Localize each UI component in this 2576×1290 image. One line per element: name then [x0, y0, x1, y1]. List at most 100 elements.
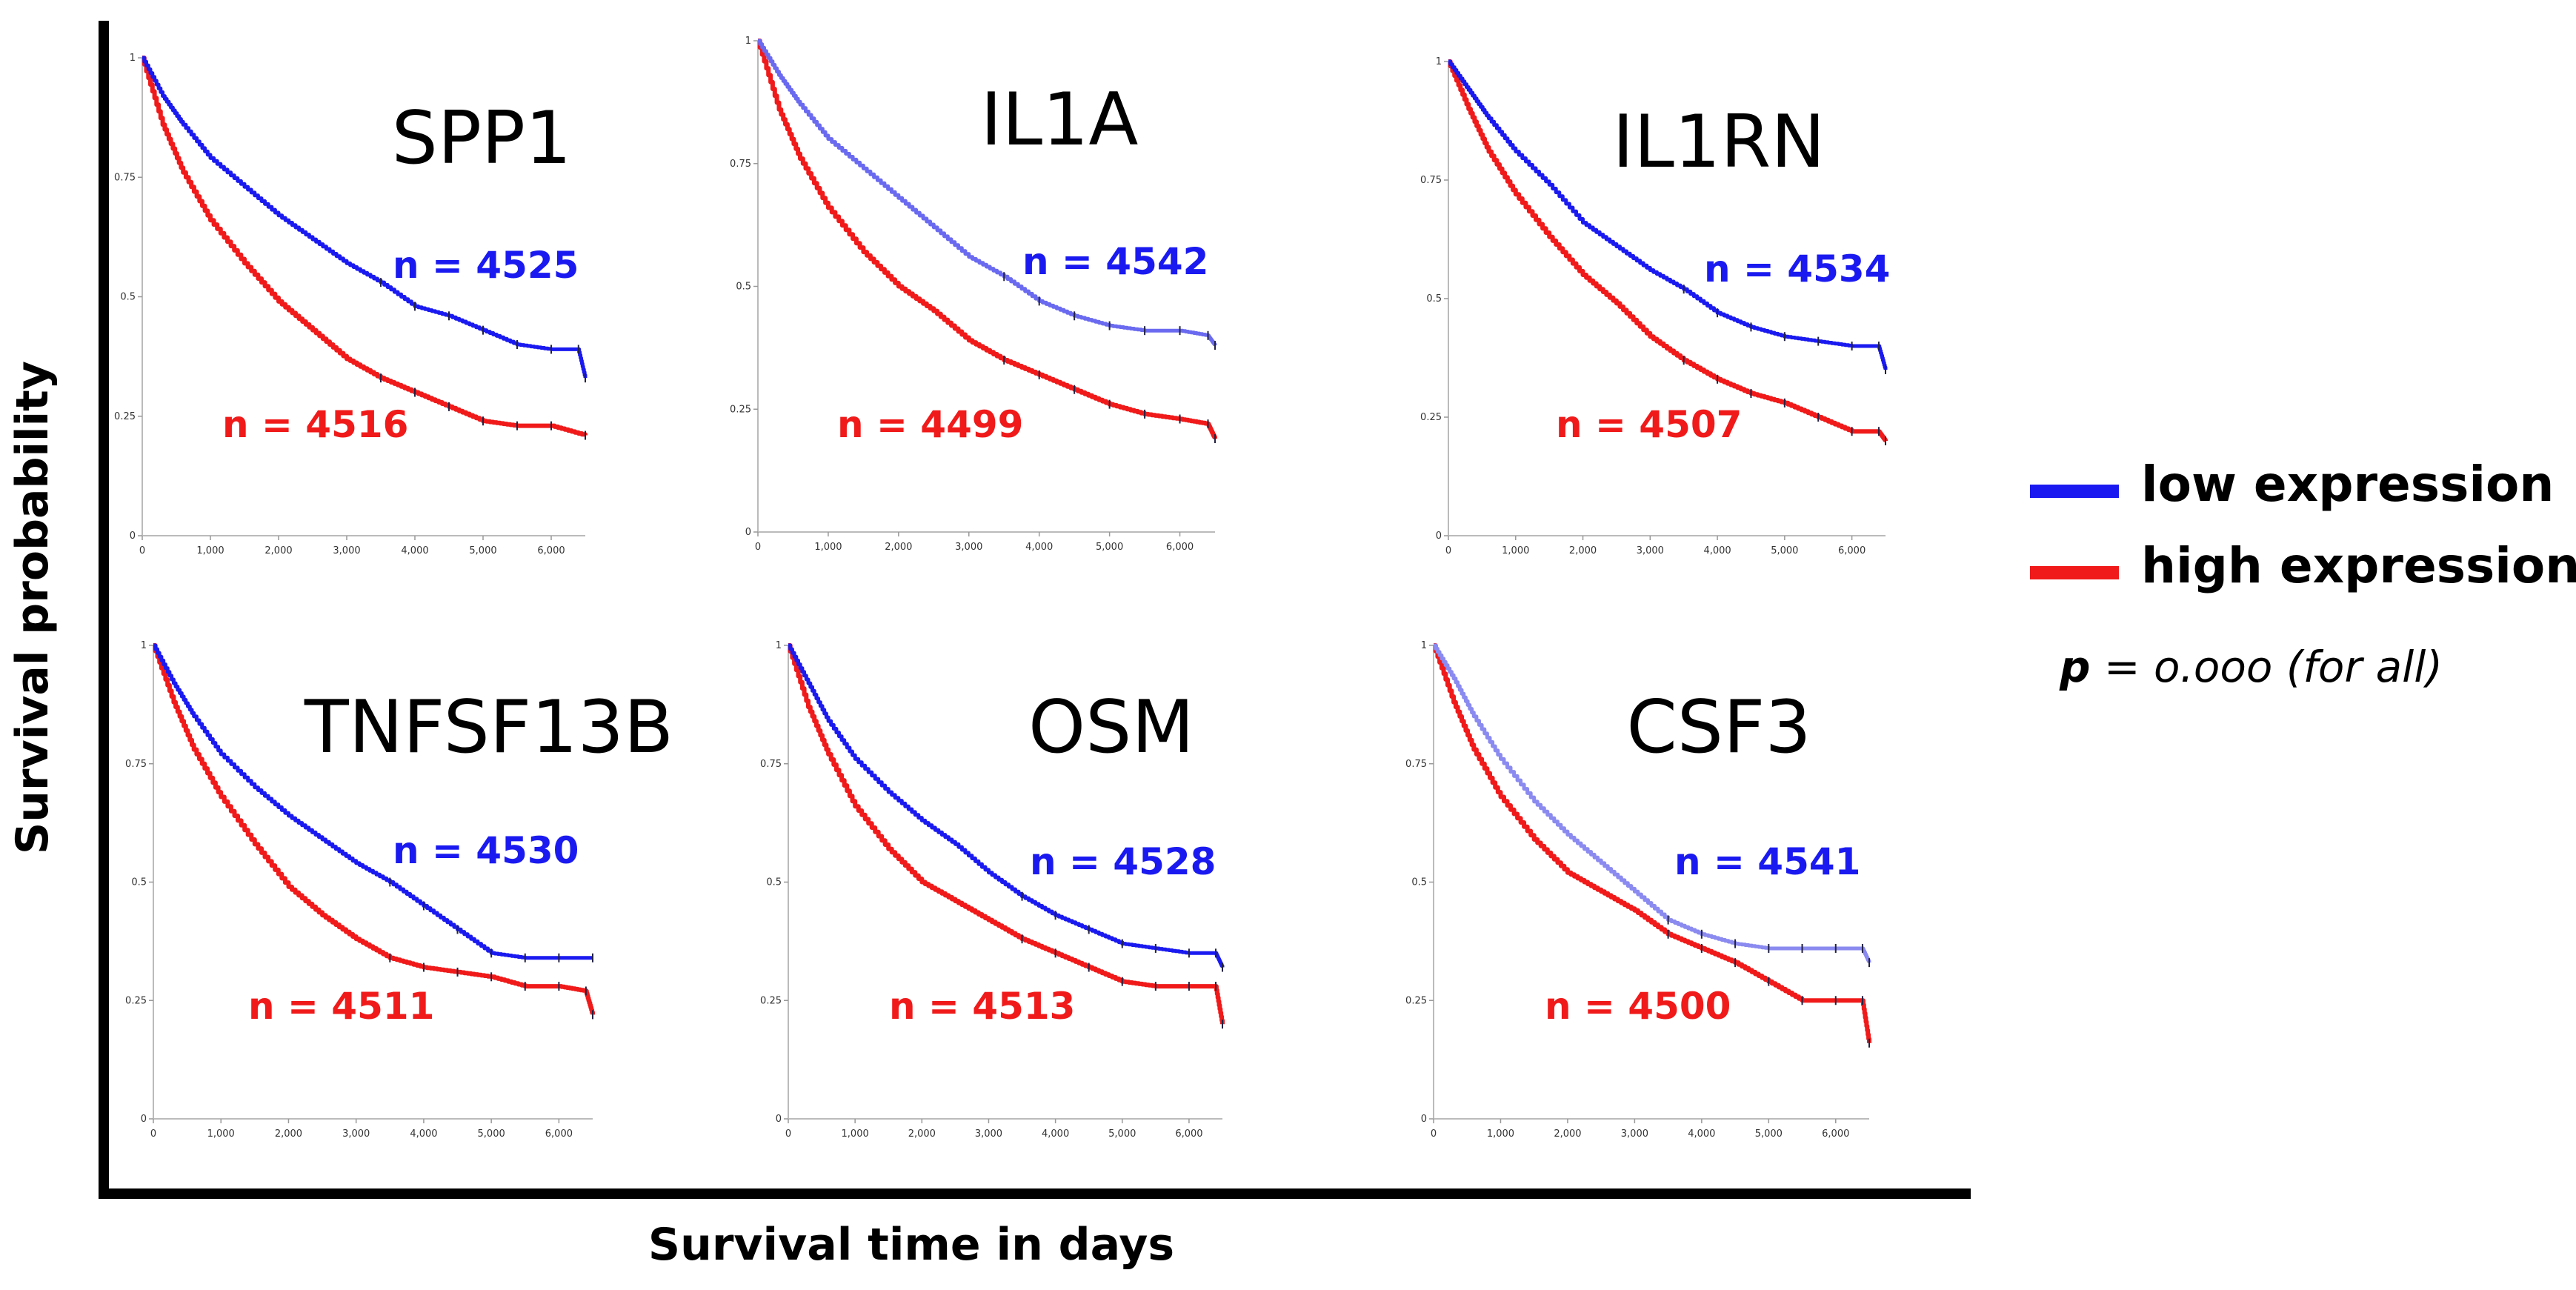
panel-title: TNFSF13B — [304, 685, 673, 770]
x-tick-label: 5,000 — [469, 545, 496, 556]
y-tick-label: 1 — [745, 36, 751, 47]
panel-title: IL1A — [981, 78, 1139, 162]
x-tick-label: 5,000 — [478, 1128, 505, 1140]
legend-label-low: low expression — [2141, 456, 2554, 513]
n-label-high: n = 4507 — [1556, 403, 1742, 446]
legend-label-high: high expression — [2141, 537, 2576, 594]
x-tick-label: 2,000 — [264, 545, 292, 556]
x-tick-label: 0 — [1431, 1128, 1437, 1140]
x-tick-label: 2,000 — [908, 1128, 936, 1140]
x-tick-label: 3,000 — [1637, 545, 1664, 556]
survival-curve-high — [1433, 643, 1871, 1043]
y-tick-label: 0.75 — [1420, 175, 1442, 186]
x-tick-label: 1,000 — [1487, 1128, 1514, 1140]
n-label-low: n = 4534 — [1704, 247, 1890, 290]
x-tick-label: 1,000 — [207, 1128, 235, 1140]
y-tick-label: 0.25 — [760, 995, 782, 1006]
figure-x-axis-title: Survival time in days — [648, 1219, 1174, 1271]
n-label-low: n = 4525 — [393, 244, 579, 287]
n-label-low: n = 4541 — [1674, 840, 1860, 883]
y-tick-label: 1 — [130, 53, 136, 64]
x-tick-label: 1,000 — [842, 1128, 869, 1140]
x-tick-label: 2,000 — [1554, 1128, 1581, 1140]
x-tick-label: 3,000 — [342, 1128, 370, 1140]
x-tick-label: 0 — [785, 1128, 791, 1140]
survival-curve-low — [1434, 643, 1871, 963]
survival-curve-low — [1448, 59, 1888, 370]
y-tick-label: 0.25 — [1405, 995, 1427, 1006]
y-tick-label: 0 — [1436, 531, 1442, 542]
x-tick-label: 6,000 — [1166, 542, 1194, 553]
x-tick-label: 2,000 — [1569, 545, 1597, 556]
y-tick-label: 0.25 — [125, 995, 147, 1006]
y-tick-label: 0.5 — [1411, 877, 1427, 888]
x-tick-label: 1,000 — [814, 542, 842, 553]
survival-curve-low — [788, 643, 1225, 968]
survival-curve-high — [153, 643, 595, 1015]
x-tick-label: 0 — [139, 545, 145, 556]
x-tick-label: 3,000 — [975, 1128, 1002, 1140]
panel-title: SPP1 — [392, 96, 572, 181]
legend: low expression high expression p = o.ooo… — [2030, 456, 2576, 692]
survival-curve-low — [142, 56, 588, 379]
x-tick-label: 5,000 — [1771, 545, 1798, 556]
figure-y-axis-title: Survival probability — [7, 361, 59, 854]
n-label-high: n = 4516 — [222, 403, 408, 446]
y-tick-label: 0.75 — [730, 159, 751, 170]
y-tick-label: 0.5 — [766, 877, 782, 888]
y-tick-label: 0.75 — [114, 172, 136, 183]
x-tick-label: 4,000 — [1042, 1128, 1069, 1140]
km-panel-il1a: 0 0.25 0.5 0.75 1 0 1,000 2,000 3,000 4,000 5,000 6… — [730, 36, 1217, 553]
survival-curve-high — [1448, 59, 1888, 442]
x-tick-label: 2,000 — [885, 542, 912, 553]
x-tick-label: 0 — [150, 1128, 156, 1140]
n-label-high: n = 4513 — [889, 985, 1075, 1028]
x-tick-label: 4,000 — [410, 1128, 437, 1140]
x-tick-label: 4,000 — [401, 545, 428, 556]
x-tick-label: 3,000 — [955, 542, 982, 553]
x-tick-label: 6,000 — [1838, 545, 1866, 556]
km-panel-tnfsf13b: 0 0.25 0.5 0.75 1 0 1,000 2,000 3,000 4,000 5,000 6… — [125, 640, 673, 1140]
p-value-note: p = o.ooo (for all) — [2059, 642, 2443, 692]
y-tick-label: 0.75 — [760, 759, 782, 770]
x-tick-label: 5,000 — [1096, 542, 1123, 553]
y-tick-label: 0 — [1421, 1114, 1427, 1125]
x-tick-label: 2,000 — [275, 1128, 302, 1140]
survival-curve-low — [153, 643, 593, 960]
survival-curve-high — [142, 56, 588, 437]
n-label-low: n = 4542 — [1022, 240, 1208, 283]
x-tick-label: 6,000 — [1822, 1128, 1849, 1140]
survival-curve-low — [758, 39, 1217, 347]
y-tick-label: 0.75 — [1405, 759, 1427, 770]
p-value-symbol: p — [2059, 642, 2091, 692]
x-tick-label: 1,000 — [1502, 545, 1529, 556]
x-tick-label: 6,000 — [1175, 1128, 1202, 1140]
x-tick-label: 6,000 — [545, 1128, 573, 1140]
n-label-low: n = 4530 — [393, 829, 579, 872]
panel-title: OSM — [1028, 685, 1194, 770]
y-tick-label: 1 — [776, 640, 782, 651]
panel-title: CSF3 — [1626, 685, 1811, 770]
y-tick-label: 0.5 — [120, 292, 136, 303]
x-tick-label: 6,000 — [537, 545, 565, 556]
panel-title: IL1RN — [1612, 100, 1825, 184]
x-tick-label: 5,000 — [1108, 1128, 1136, 1140]
y-tick-label: 0 — [130, 531, 136, 542]
n-label-high: n = 4499 — [837, 403, 1023, 446]
x-tick-label: 4,000 — [1703, 545, 1731, 556]
x-tick-label: 4,000 — [1688, 1128, 1715, 1140]
km-panel-csf3: 0 0.25 0.5 0.75 1 0 1,000 2,000 3,000 4,000 5,000 6… — [1405, 640, 1871, 1140]
y-tick-label: 0.5 — [131, 877, 147, 888]
y-tick-label: 1 — [1421, 640, 1427, 651]
km-panel-osm: 0 0.25 0.5 0.75 1 0 1,000 2,000 3,000 4,000 5,000 6… — [760, 640, 1225, 1140]
y-tick-label: 0.75 — [125, 759, 147, 770]
y-tick-label: 0.25 — [114, 411, 136, 422]
survival-curve-high — [788, 643, 1225, 1025]
survival-curve-high — [757, 39, 1217, 439]
x-tick-label: 1,000 — [196, 545, 224, 556]
x-tick-label: 0 — [1445, 545, 1451, 556]
y-tick-label: 1 — [1436, 56, 1442, 67]
x-tick-label: 3,000 — [1621, 1128, 1648, 1140]
km-panel-spp1: 0 0.25 0.5 0.75 1 0 1,000 2,000 3,000 4,000 5,000 6… — [114, 53, 588, 556]
